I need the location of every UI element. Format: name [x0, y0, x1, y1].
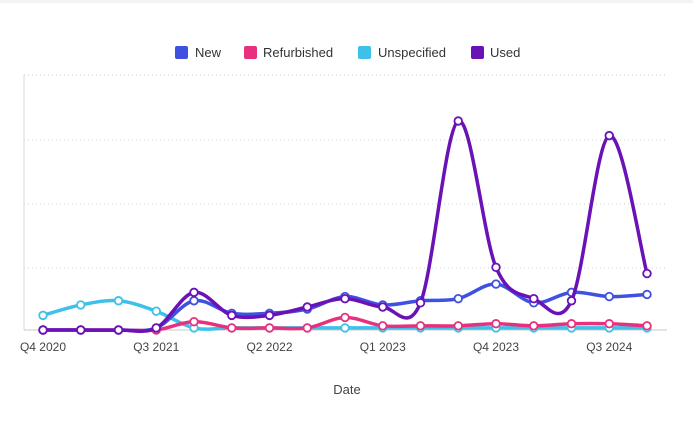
data-point-refurbished[interactable] — [604, 319, 614, 329]
data-point-new[interactable] — [642, 289, 652, 300]
data-point-used[interactable] — [453, 116, 463, 126]
data-point-refurbished[interactable] — [302, 323, 312, 333]
data-point-refurbished[interactable] — [529, 321, 539, 331]
x-tick-label: Q3 2021 — [133, 340, 179, 354]
data-point-unspecified[interactable] — [151, 306, 161, 316]
x-tick-label: Q3 2024 — [586, 340, 632, 354]
x-axis-title: Date — [333, 382, 360, 397]
data-point-unspecified[interactable] — [340, 323, 350, 333]
data-point-refurbished[interactable] — [189, 316, 199, 327]
x-tick-label: Q2 2022 — [246, 340, 292, 354]
legend-swatch-unspecified — [358, 46, 371, 59]
data-point-refurbished[interactable] — [491, 319, 501, 329]
data-point-used[interactable] — [604, 130, 614, 141]
data-point-refurbished[interactable] — [378, 321, 388, 331]
x-tick-labels: Q4 2020 Q3 2021 Q2 2022 Q1 2023 Q4 2023 Q3 20… — [20, 340, 633, 354]
legend-item-new[interactable]: New — [175, 45, 222, 60]
legend-label-unspecified: Unspecified — [378, 45, 446, 60]
data-point-used[interactable] — [227, 310, 237, 321]
data-point-unspecified[interactable] — [76, 300, 86, 310]
data-point-used[interactable] — [151, 323, 161, 333]
data-point-unspecified[interactable] — [38, 310, 48, 321]
data-point-used[interactable] — [378, 302, 388, 312]
data-point-used[interactable] — [529, 293, 539, 304]
data-point-used[interactable] — [566, 296, 577, 306]
legend-label-used: Used — [490, 45, 520, 60]
data-point-used[interactable] — [415, 298, 426, 308]
legend-item-used[interactable]: Used — [471, 45, 520, 60]
data-point-used[interactable] — [76, 325, 86, 335]
x-tick-label: Q1 2023 — [360, 340, 406, 354]
data-point-new[interactable] — [189, 296, 199, 306]
legend-swatch-used — [471, 46, 484, 59]
legend-item-refurbished[interactable]: Refurbished — [244, 45, 333, 60]
legend-swatch-new — [175, 46, 188, 59]
grid — [24, 74, 667, 269]
legend-label-refurbished: Refurbished — [263, 45, 333, 60]
data-point-refurbished[interactable] — [227, 323, 237, 333]
data-point-new[interactable] — [453, 293, 463, 304]
data-point-new[interactable] — [491, 279, 501, 289]
data-point-refurbished[interactable] — [264, 323, 275, 333]
series-group — [38, 116, 652, 335]
data-point-unspecified[interactable] — [113, 296, 124, 306]
data-point-refurbished[interactable] — [642, 321, 652, 331]
data-point-used[interactable] — [264, 310, 275, 321]
legend-label-new: New — [195, 45, 222, 60]
data-point-refurbished[interactable] — [415, 321, 426, 331]
legend-item-unspecified[interactable]: Unspecified — [358, 45, 446, 60]
data-point-used[interactable] — [491, 262, 501, 272]
data-point-used[interactable] — [38, 325, 48, 335]
data-point-refurbished[interactable] — [340, 312, 350, 323]
data-point-used[interactable] — [113, 325, 124, 335]
x-tick-label: Q4 2020 — [20, 340, 66, 354]
legend: New Refurbished Unspecified Used — [175, 45, 520, 60]
data-point-used[interactable] — [302, 302, 312, 312]
data-point-used[interactable] — [189, 287, 199, 298]
data-point-new[interactable] — [604, 291, 614, 302]
top-divider — [0, 0, 693, 3]
data-point-refurbished[interactable] — [566, 319, 577, 329]
x-tick-label: Q4 2023 — [473, 340, 519, 354]
legend-swatch-refurbished — [244, 46, 257, 59]
data-point-refurbished[interactable] — [453, 321, 463, 331]
data-point-used[interactable] — [642, 268, 652, 279]
series-used — [38, 116, 652, 335]
data-point-used[interactable] — [340, 293, 350, 304]
